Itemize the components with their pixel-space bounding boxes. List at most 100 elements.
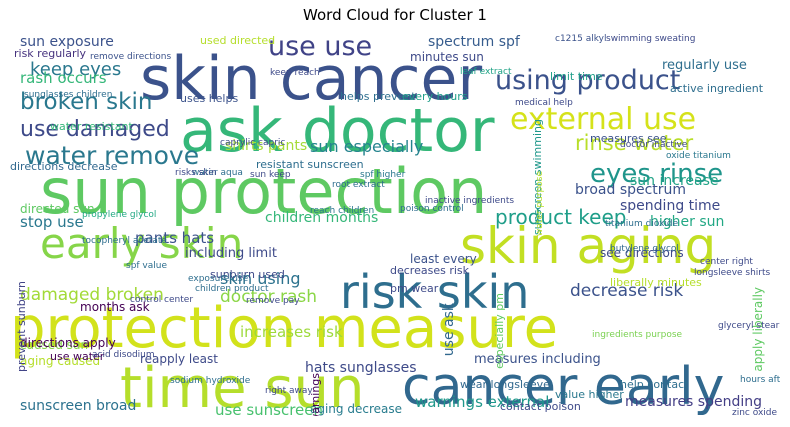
word-skin-cancer: skin cancer (140, 44, 483, 114)
word-butylene-glycol: butylene glycol (610, 244, 679, 254)
word-aging-caused: aging caused (20, 354, 101, 368)
word-aging-decrease: aging decrease (310, 402, 402, 416)
word-especially-pm: especially pm (493, 293, 506, 369)
word-use-water: use water (50, 350, 105, 363)
word-directions-decrease: directions decrease (10, 160, 118, 173)
word-directed-sun: directed sun (20, 202, 95, 216)
word-early-skin: early skin (40, 219, 244, 268)
word-doctor-rash: doctor rash (220, 287, 318, 307)
word-spending-time: spending time (620, 198, 721, 214)
word-oxide-titanium: oxide titanium (666, 151, 731, 161)
word-using-product: using product (495, 65, 681, 96)
word-warnings-external: warnings external (415, 393, 550, 411)
word-regularly-use: regularly use (662, 58, 747, 73)
word-measures-see: measures see (590, 132, 667, 145)
word-higher-sun: higher sun (650, 214, 725, 230)
word-broad-spectrum: broad spectrum (575, 182, 687, 198)
word-remove-pay: remove pay (246, 296, 300, 306)
word-use-sunscreen: use sunscreen (215, 401, 324, 417)
word-use-ask: use ask (441, 303, 457, 357)
word-titanium-dioxide: titanium dioxide (605, 219, 679, 229)
word-swimming-sweating: swimming sweating (606, 34, 696, 44)
word-sodium-hydroxide: sodium hydroxide (170, 376, 251, 386)
word-time-sun: time sun (120, 356, 365, 417)
word-exposure-use: exposure use (188, 274, 249, 284)
word-spf-higher: spf higher (360, 170, 406, 180)
word-measures-including: measures including (474, 352, 601, 367)
word-cancer-early: cancer early (402, 357, 725, 416)
word-eyes-rinse: eyes rinse (590, 159, 724, 189)
word-measures-spending: measures spending (625, 394, 763, 410)
word-damaged-broken: damaged broken (20, 285, 164, 305)
word-limit-time: limit time (550, 70, 603, 83)
word-external-use: external use (510, 102, 697, 137)
word-wear-longsleeve: wear longsleeve (460, 378, 550, 391)
word-directions-apply: directions apply (20, 336, 116, 350)
word-root-extract: root extract (332, 180, 385, 190)
word-reapply-least: reapply least (140, 352, 218, 366)
word-decreases-risk: decreases risk (390, 264, 469, 277)
word-reach-children: reach children (310, 206, 375, 216)
word-stop-use: stop use (20, 213, 84, 231)
word-increases-risk: increases risk (240, 323, 343, 341)
word-tocopheryl-acetate: tocopheryl acetate (82, 236, 167, 246)
word-hours-after: hours after (740, 375, 780, 385)
word-months-ask: months ask (80, 300, 150, 314)
word-skin-using: skin using (220, 269, 301, 288)
word-least-every: least every (410, 252, 477, 266)
word-use-use: use use (268, 31, 373, 62)
word-children-product: children product (195, 284, 269, 294)
word-contact-poison: contact poison (500, 400, 581, 413)
word-see-directions: see directions (600, 246, 684, 260)
word-cloud: sun protection protection measure skin can… (10, 31, 780, 416)
chart-title: Word Cloud for Cluster 1 (303, 6, 487, 24)
word-use-damaged: use damaged (20, 117, 170, 142)
word-risks-skin: risks skin (175, 168, 217, 178)
word-prevent-sunburn: prevent sunburn (15, 281, 28, 373)
word-skin-aging: skin aging (460, 217, 717, 275)
word-sun-exposure: sun exposure (20, 34, 114, 50)
word-water-aqua: water aqua (192, 168, 243, 178)
word-keep-eyes: keep eyes (30, 59, 122, 80)
word-ingredients-purpose: ingredients purpose (592, 330, 683, 340)
word-poison-control: poison control (400, 204, 464, 214)
word-sunburn-used: sunburn used (210, 268, 285, 281)
word-water-remove: water remove (25, 141, 200, 170)
word-spf-value: spf value (126, 261, 168, 271)
word-sunglasses-children: sunglasses children (24, 90, 113, 100)
word-every-hours: every hours (402, 90, 468, 103)
word-sunscreen-broad: sunscreen broad (20, 398, 137, 414)
word-rash-occurs: rash occurs (20, 69, 107, 87)
word-pants-hats: pants hats (135, 229, 215, 247)
word-longsleeve-shirts: longsleeve shirts (694, 268, 771, 278)
word-sun-especially: sun especially (310, 137, 424, 156)
word-protection-measure: protection measure (10, 296, 559, 361)
word-sun-keep: sun keep (250, 170, 291, 180)
word-water-resistant: water resistant (50, 120, 133, 133)
word-doctor-inactive: doctor inactive (620, 140, 688, 150)
word-children-months: children months (265, 210, 379, 226)
word-zinc-oxide: zinc oxide (732, 408, 778, 417)
word-sun-protection: sun protection (40, 155, 488, 228)
word-risk-regularly: risk regularly (14, 47, 87, 60)
word-medical-help: medical help (515, 98, 573, 108)
word-propylene-glycol: propylene glycol (82, 210, 157, 220)
word-liberally-minutes: liberally minutes (610, 276, 702, 289)
word-control-center: control center (130, 295, 194, 305)
word-ask-doctor: ask doctor (180, 96, 495, 166)
word-spectrum-spf: spectrum spf (428, 34, 520, 50)
word-minutes-sun: minutes sun (410, 50, 484, 64)
word-active-ingredient: active ingredient (670, 82, 764, 95)
word-uses-helps: uses helps (180, 92, 239, 105)
word-including-limit: including limit (185, 246, 277, 261)
word-helps-prevent: helps prevent (340, 90, 416, 103)
word-sun-increase: sun increase (630, 173, 719, 189)
word-caprylic-capric: caprylic capric (220, 138, 286, 148)
word-risk-skin: risk skin (340, 265, 530, 319)
word-acid-disodium: acid disodium (92, 350, 155, 360)
word-pm-wear: pm wear (390, 282, 439, 295)
word-help-contact: help contact (620, 378, 689, 391)
word-inactive-ingredients: inactive ingredients (425, 196, 515, 206)
word-leaf-extract: leaf extract (460, 67, 512, 77)
word-product-keep: product keep (495, 205, 627, 229)
